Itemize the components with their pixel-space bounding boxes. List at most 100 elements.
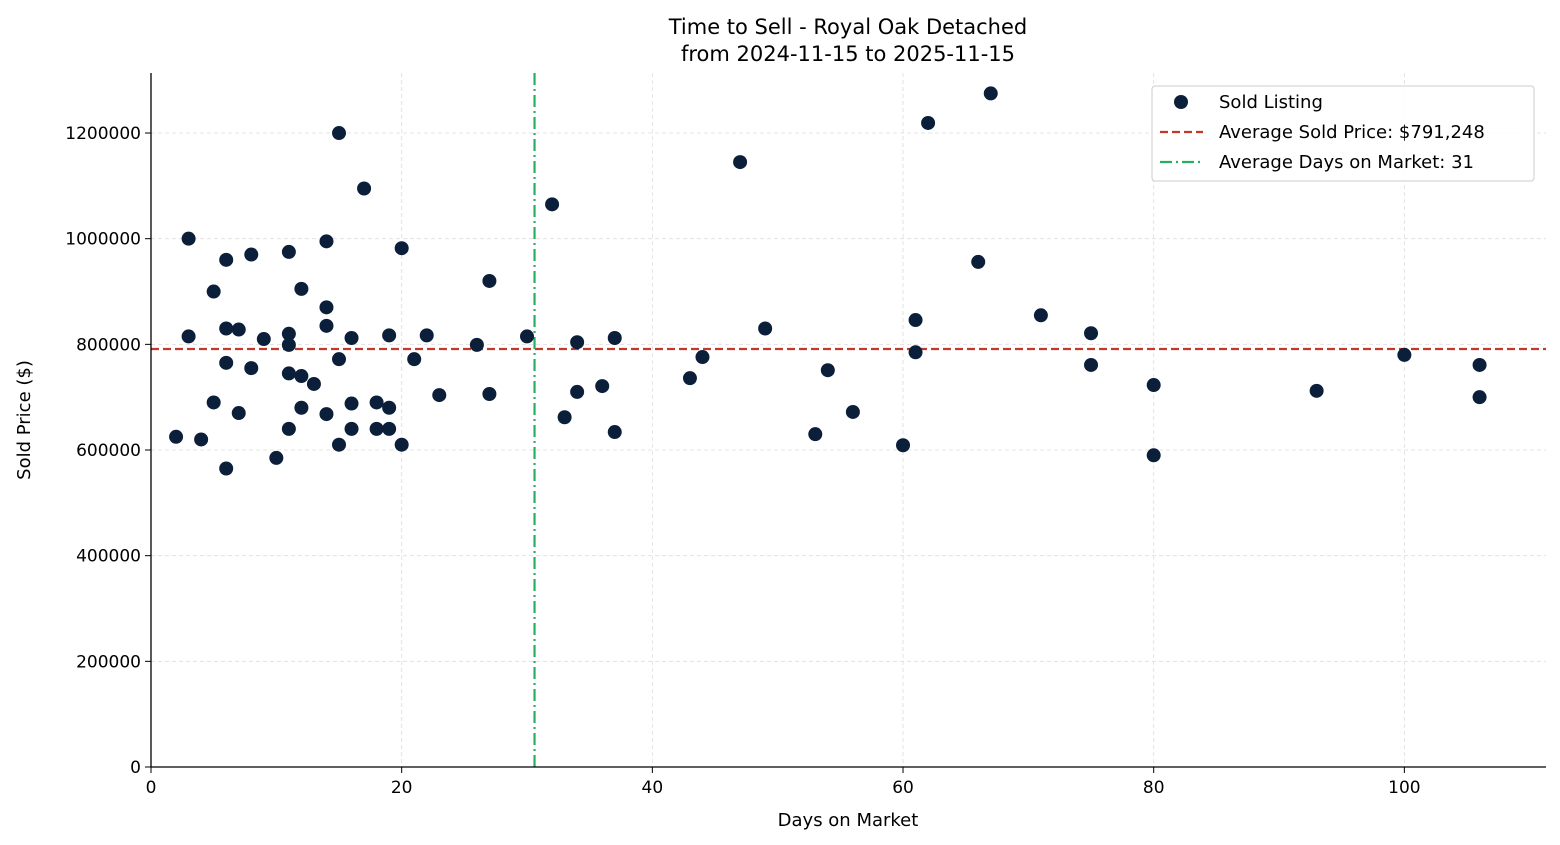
data-point [407,352,422,367]
data-point [419,328,434,343]
data-point [281,421,296,436]
data-point [482,387,497,402]
data-point [169,429,184,444]
data-point [219,252,234,267]
y-tick-label: 1000000 [65,230,141,250]
legend-label-avg-days: Average Days on Market: 31 [1219,152,1474,173]
data-point [908,345,923,360]
data-point [181,231,196,246]
data-point [281,337,296,352]
data-point [469,337,484,352]
y-tick-label: 600000 [76,441,141,461]
data-point [206,284,221,299]
x-tick-label: 60 [892,778,914,798]
data-point [181,329,196,344]
data-point [1033,308,1048,323]
y-tick-label: 400000 [76,547,141,567]
data-point [219,461,234,476]
data-point [695,350,710,365]
data-point [1146,448,1161,463]
data-point [256,332,271,347]
data-point [1472,357,1487,372]
data-point [595,379,610,394]
points [169,86,1487,476]
y-tick-label: 200000 [76,652,141,672]
data-point [244,361,259,376]
y-tick-label: 1200000 [65,124,141,144]
data-point [319,318,334,333]
data-point [382,400,397,415]
data-point [332,126,347,141]
data-point [607,331,622,346]
data-point [394,437,409,452]
data-point [319,234,334,249]
data-point [482,273,497,288]
legend-box [1151,85,1535,182]
data-point [607,425,622,440]
data-point [382,328,397,343]
x-tick-label: 0 [146,778,157,798]
data-point [357,181,372,196]
data-point [1084,357,1099,372]
data-point [269,450,284,465]
data-point [369,395,384,410]
data-point [896,438,911,453]
data-point [983,86,998,101]
data-point [369,421,384,436]
x-tick-label: 20 [391,778,413,798]
legend-label-points: Sold Listing [1219,92,1323,113]
chart-subtitle: from 2024-11-15 to 2025-11-15 [681,42,1015,66]
data-point [921,115,936,130]
data-point [231,406,246,421]
data-point [432,388,447,403]
data-point [557,410,572,425]
data-point [319,407,334,422]
data-point [244,247,259,262]
data-point [344,331,359,346]
data-point [808,427,823,442]
data-point [294,281,309,296]
data-point [1472,390,1487,405]
data-point [570,384,585,399]
data-point [294,369,309,384]
y-tick-label: 0 [130,758,141,778]
data-point [820,363,835,378]
data-point [281,366,296,381]
data-point [733,155,748,170]
data-point [682,371,697,386]
legend-marker-points [1174,95,1188,109]
data-point [382,421,397,436]
x-tick-label: 80 [1143,778,1165,798]
data-point [306,376,321,391]
y-axis-label: Sold Price ($) [14,360,35,480]
data-point [194,432,209,447]
data-point [971,254,986,269]
data-point [344,396,359,411]
x-tick-label: 40 [642,778,664,798]
data-point [231,322,246,337]
data-point [319,300,334,315]
data-point [281,244,296,259]
legend: Sold Listing Average Sold Price: $791,24… [1151,85,1535,182]
axes: 0 20 40 60 80 100 0 200000 400000 600000 800000 100… [65,73,1546,798]
data-point [332,352,347,367]
data-point [1084,326,1099,341]
data-point [908,313,923,328]
data-point [1309,383,1324,398]
x-tick-label: 100 [1388,778,1420,798]
data-point [570,335,585,350]
data-point [520,329,535,344]
data-point [219,321,234,336]
data-point [206,395,221,410]
data-point [1397,347,1412,362]
data-point [1146,378,1161,393]
legend-label-avg-price: Average Sold Price: $791,248 [1219,122,1485,143]
data-point [758,321,773,336]
data-point [332,437,347,452]
x-axis-label: Days on Market [778,810,919,831]
chart-title: Time to Sell - Royal Oak Detached [668,15,1028,39]
data-point [294,400,309,415]
y-tick-label: 800000 [76,335,141,355]
data-point [281,326,296,341]
